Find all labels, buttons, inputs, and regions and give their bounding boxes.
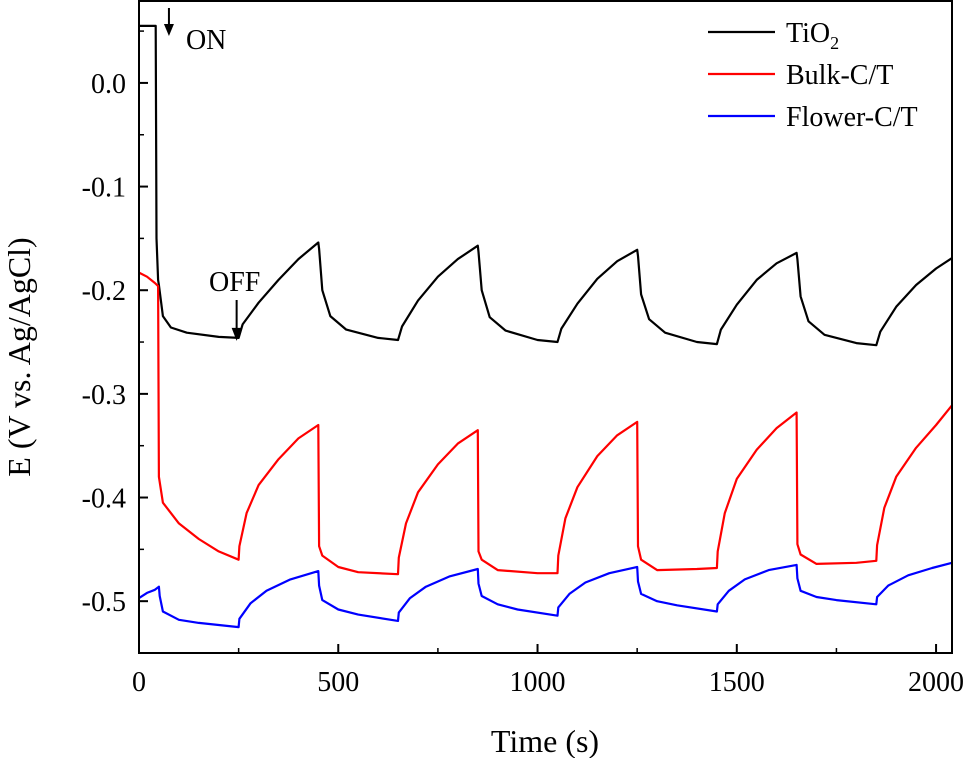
y-axis-title: E (V vs. Ag/AgCl) xyxy=(1,237,37,476)
series-line-flower-c-t xyxy=(138,561,953,629)
series-line-bulk-c-t xyxy=(138,271,953,576)
y-tick-label: -0.4 xyxy=(82,484,126,515)
legend: TiO2 Bulk-C/T Flower-C/T xyxy=(708,18,918,133)
legend-label: TiO2 xyxy=(786,18,839,53)
series-line-tio2 xyxy=(139,24,953,347)
x-tick-label: 1500 xyxy=(709,667,765,698)
plot-frame xyxy=(138,0,953,654)
x-tick-label: 1000 xyxy=(510,667,566,698)
y-tick-label: -0.2 xyxy=(82,276,126,307)
x-axis-title: Time (s) xyxy=(491,723,599,758)
annotation-on: ON xyxy=(186,25,226,56)
x-tick-label: 0 xyxy=(132,667,146,698)
series-layer xyxy=(138,24,953,629)
x-tick-label: 2000 xyxy=(908,667,964,698)
legend-label: Flower-C/T xyxy=(786,102,918,133)
y-tick-label: -0.3 xyxy=(82,380,126,411)
x-tick-label: 500 xyxy=(317,667,359,698)
annotation-off: OFF xyxy=(209,267,260,298)
legend-label: Bulk-C/T xyxy=(786,60,893,91)
axes-layer: 0 500 1000 1500 2000 0.0 -0.1 -0.2 -0.3 -0.4 -0.5 xyxy=(82,0,964,698)
on-arrow-head xyxy=(163,24,174,36)
annotations: ON OFF xyxy=(163,8,260,341)
off-arrow-head xyxy=(231,327,242,341)
y-tick-label: 0.0 xyxy=(91,69,126,100)
y-tick-label: -0.1 xyxy=(82,173,126,204)
y-tick-label: -0.5 xyxy=(82,587,126,618)
